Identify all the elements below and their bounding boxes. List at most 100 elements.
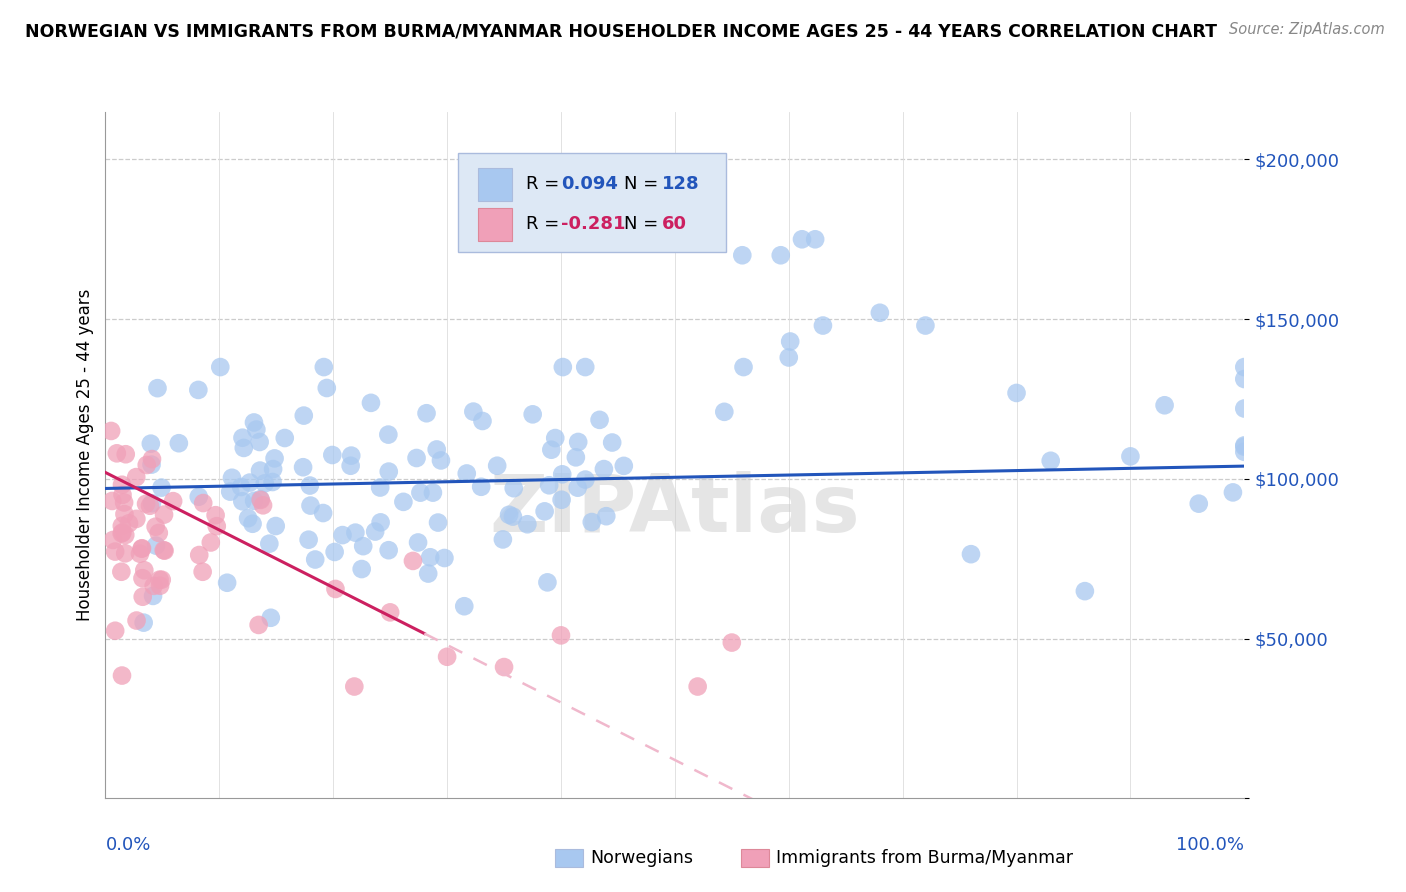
Point — [588, 413, 610, 427]
Point — [243, 416, 266, 430]
Point — [323, 545, 346, 559]
Point — [249, 464, 271, 478]
Point — [112, 495, 135, 509]
Point — [779, 334, 801, 349]
Text: N =: N = — [624, 176, 664, 194]
Point — [804, 232, 827, 246]
Point — [125, 470, 148, 484]
Point — [101, 533, 124, 547]
Text: 100.0%: 100.0% — [1177, 836, 1244, 855]
Point — [131, 541, 153, 556]
Point — [259, 536, 281, 550]
Point — [236, 511, 259, 525]
Point — [204, 508, 226, 523]
Point — [125, 614, 148, 628]
Point — [502, 509, 524, 524]
Point — [245, 423, 267, 437]
Point — [114, 546, 136, 560]
Text: 128: 128 — [662, 176, 700, 194]
Point — [433, 551, 456, 566]
Point — [111, 668, 134, 682]
Point — [260, 611, 283, 625]
Point — [344, 525, 367, 540]
Point — [104, 624, 127, 638]
Point — [733, 360, 755, 375]
Point — [492, 533, 515, 547]
Point — [516, 517, 538, 532]
Point — [415, 406, 437, 420]
Point — [332, 528, 354, 542]
Point — [377, 465, 399, 479]
Text: R =: R = — [526, 215, 565, 233]
Point — [1119, 450, 1142, 464]
Point — [149, 579, 172, 593]
Point — [377, 427, 399, 442]
Point — [229, 480, 252, 494]
Point — [551, 360, 574, 375]
Text: R =: R = — [526, 176, 565, 194]
Point — [914, 318, 936, 333]
Point — [315, 381, 337, 395]
Point — [141, 496, 163, 510]
Point — [304, 552, 326, 566]
FancyBboxPatch shape — [478, 168, 512, 201]
Point — [574, 473, 596, 487]
Text: 60: 60 — [662, 215, 688, 233]
Point — [1233, 372, 1256, 386]
Point — [252, 498, 274, 512]
Point — [378, 606, 402, 620]
Point — [811, 318, 834, 333]
Point — [139, 436, 162, 450]
Point — [111, 519, 134, 533]
Point — [247, 618, 270, 632]
Point — [274, 431, 297, 445]
Point — [565, 450, 588, 465]
Point — [145, 539, 167, 553]
Point — [364, 524, 387, 539]
Point — [104, 544, 127, 558]
Point — [253, 476, 276, 491]
Point — [402, 554, 425, 568]
Point — [1005, 386, 1028, 401]
Point — [114, 507, 136, 521]
Point — [129, 547, 152, 561]
Point — [131, 571, 153, 585]
Point — [153, 543, 176, 558]
Point — [426, 442, 449, 457]
Point — [167, 436, 190, 450]
Point — [343, 680, 366, 694]
Point — [567, 434, 589, 449]
Point — [298, 533, 321, 547]
Point — [188, 548, 211, 562]
Point — [299, 499, 322, 513]
Point — [350, 562, 373, 576]
Point — [1222, 485, 1244, 500]
Point — [486, 458, 509, 473]
Point — [191, 565, 214, 579]
Text: Immigrants from Burma/Myanmar: Immigrants from Burma/Myanmar — [776, 849, 1073, 867]
Point — [422, 485, 444, 500]
Point — [150, 481, 173, 495]
Point — [114, 447, 136, 461]
Point — [713, 405, 735, 419]
Point — [538, 478, 561, 492]
Point — [436, 649, 458, 664]
Point — [790, 232, 813, 246]
Point — [298, 478, 321, 492]
Point — [292, 460, 315, 475]
Point — [522, 407, 544, 421]
FancyBboxPatch shape — [478, 208, 512, 241]
Point — [187, 490, 209, 504]
Point — [360, 396, 382, 410]
Text: 0.094: 0.094 — [561, 176, 617, 194]
Point — [152, 543, 174, 558]
Point — [149, 573, 172, 587]
Text: -0.281: -0.281 — [561, 215, 626, 233]
Point — [249, 435, 271, 450]
Point — [593, 462, 616, 476]
Point — [131, 541, 153, 556]
Point — [142, 579, 165, 593]
Point — [1233, 401, 1256, 416]
Point — [321, 448, 343, 462]
Point — [205, 519, 228, 533]
